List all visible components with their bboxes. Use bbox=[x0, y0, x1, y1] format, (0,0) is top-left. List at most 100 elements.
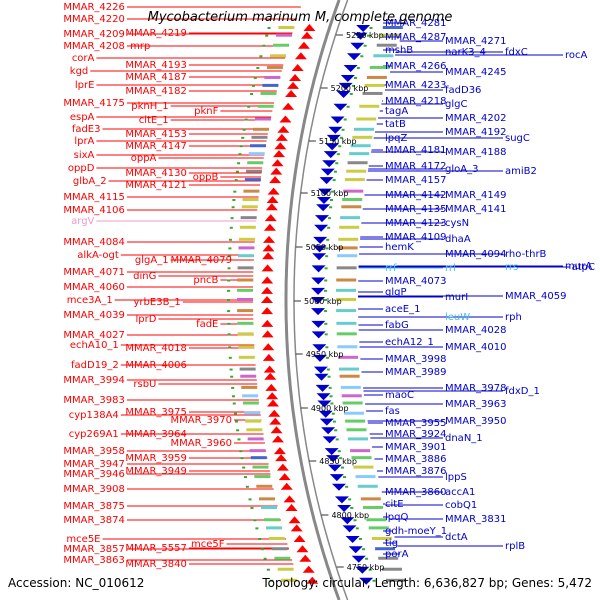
gene-label: MMAR_4028 bbox=[445, 325, 507, 336]
gene-label: cyp138A4 bbox=[69, 410, 119, 421]
gene-label: MMAR_4226 bbox=[63, 2, 125, 13]
reverse-gene-arrow bbox=[355, 566, 370, 574]
feature-bar bbox=[242, 394, 259, 398]
feature-bar bbox=[237, 288, 254, 292]
feature-bar bbox=[336, 321, 357, 325]
gene-label: cobQ1 bbox=[445, 500, 477, 511]
reverse-gene-arrow bbox=[316, 204, 331, 212]
forward-gene-arrow bbox=[302, 565, 315, 573]
gc-skew-dot bbox=[259, 55, 263, 58]
gene-label: sixA bbox=[74, 150, 95, 161]
reverse-gene-arrow bbox=[312, 344, 327, 352]
reverse-gene-arrow bbox=[353, 32, 368, 40]
feature-bar bbox=[238, 345, 255, 349]
gene-label: sugC bbox=[505, 133, 530, 144]
feature-bar bbox=[336, 266, 357, 270]
gene-label: MMAR_4115 bbox=[63, 192, 125, 203]
forward-gene-arrow bbox=[275, 133, 288, 141]
gene-label: MMAR_4182 bbox=[125, 86, 187, 97]
reverse-gene-arrow bbox=[336, 90, 351, 98]
forward-gene-arrow bbox=[265, 203, 278, 211]
gc-skew-dot bbox=[324, 310, 328, 313]
feature-bar bbox=[355, 475, 376, 479]
feature-bar bbox=[385, 578, 406, 582]
feature-bar bbox=[336, 288, 357, 292]
forward-gene-arrow bbox=[261, 307, 274, 315]
gene-label: tig bbox=[385, 538, 398, 549]
feature-bar bbox=[380, 33, 401, 37]
gene-label: rph bbox=[505, 312, 522, 323]
gene-label: MMAR_4281 bbox=[385, 18, 447, 29]
genome-backbone bbox=[284, 0, 349, 600]
gc-skew-dot bbox=[366, 34, 370, 37]
gc-skew-dot bbox=[338, 145, 342, 148]
reverse-gene-arrow bbox=[330, 116, 345, 124]
gene-label: MMAR_4220 bbox=[63, 14, 125, 25]
forward-gene-arrow bbox=[279, 115, 292, 123]
gene-label: fadD19_2 bbox=[71, 360, 119, 371]
feature-bar bbox=[359, 104, 380, 108]
gene-label: MMAR_3955 bbox=[385, 418, 447, 429]
gene-label: tatB bbox=[385, 119, 406, 130]
gc-skew-dot bbox=[231, 386, 235, 389]
feature-bar bbox=[382, 26, 403, 29]
gene-label: mce5E bbox=[66, 534, 100, 545]
gene-label: MMAR_4123 bbox=[385, 218, 447, 229]
feature-bar bbox=[257, 104, 274, 108]
feature-bar bbox=[250, 456, 267, 460]
feature-bar bbox=[252, 465, 269, 469]
feature-bar bbox=[353, 127, 374, 131]
reverse-gene-arrow bbox=[325, 143, 340, 151]
forward-gene-arrow bbox=[276, 463, 289, 471]
gc-skew-dot bbox=[334, 429, 338, 432]
feature-bar bbox=[350, 144, 371, 148]
reverse-gene-arrow bbox=[345, 535, 360, 543]
gc-skew-dot bbox=[242, 128, 246, 131]
gc-skew-dot bbox=[336, 153, 340, 156]
forward-gene-arrow bbox=[262, 353, 275, 361]
forward-gene-arrow bbox=[261, 330, 274, 338]
feature-bar bbox=[266, 65, 283, 69]
reverse-gene-arrow bbox=[351, 555, 366, 563]
feature-bar bbox=[338, 355, 359, 359]
gc-skew-dot bbox=[342, 476, 346, 479]
gc-skew-dot bbox=[266, 568, 270, 571]
feature-bar bbox=[237, 297, 253, 301]
gene-label: MMAR_4266 bbox=[385, 61, 447, 72]
gene-label: fdxC bbox=[505, 47, 528, 58]
forward-gene-arrow bbox=[293, 534, 306, 542]
feature-bar bbox=[347, 161, 368, 165]
feature-bar bbox=[369, 65, 390, 69]
gc-skew-dot bbox=[324, 298, 327, 301]
gc-skew-dot bbox=[227, 289, 231, 292]
feature-bar bbox=[265, 526, 282, 530]
reverse-gene-arrow bbox=[326, 134, 341, 142]
gene-label: MMAR_3960 bbox=[171, 438, 233, 449]
feature-bar bbox=[244, 178, 261, 182]
scale-label: 4750 kbp bbox=[347, 563, 385, 572]
feature-bar bbox=[271, 547, 288, 551]
gene-label: citE_1 bbox=[139, 115, 169, 126]
gene-label: MMAR_4233 bbox=[385, 80, 447, 91]
forward-gene-arrow bbox=[269, 417, 282, 425]
feature-bar bbox=[270, 54, 287, 58]
feature-bar bbox=[260, 91, 277, 95]
feature-bar bbox=[337, 345, 358, 349]
scale-label: 4850 kbp bbox=[319, 457, 357, 466]
gene-label: MMAR_4187 bbox=[125, 72, 187, 83]
reverse-gene-arrow bbox=[340, 74, 355, 82]
forward-gene-arrow bbox=[274, 142, 287, 150]
reverse-gene-arrow bbox=[313, 236, 328, 244]
feature-bar bbox=[254, 117, 271, 121]
feature-bar bbox=[241, 205, 258, 209]
forward-gene-arrow bbox=[267, 187, 280, 195]
gene-label: tagA bbox=[385, 106, 408, 117]
gene-label: espA bbox=[70, 112, 95, 123]
forward-gene-arrow bbox=[261, 295, 273, 303]
gc-skew-dot bbox=[335, 438, 339, 441]
gc-skew-dot bbox=[234, 179, 238, 182]
gc-skew-dot bbox=[324, 279, 328, 282]
feature-bar bbox=[276, 33, 293, 37]
gene-label: MMAR_4059 bbox=[505, 291, 567, 302]
reverse-gene-arrow bbox=[311, 296, 325, 304]
